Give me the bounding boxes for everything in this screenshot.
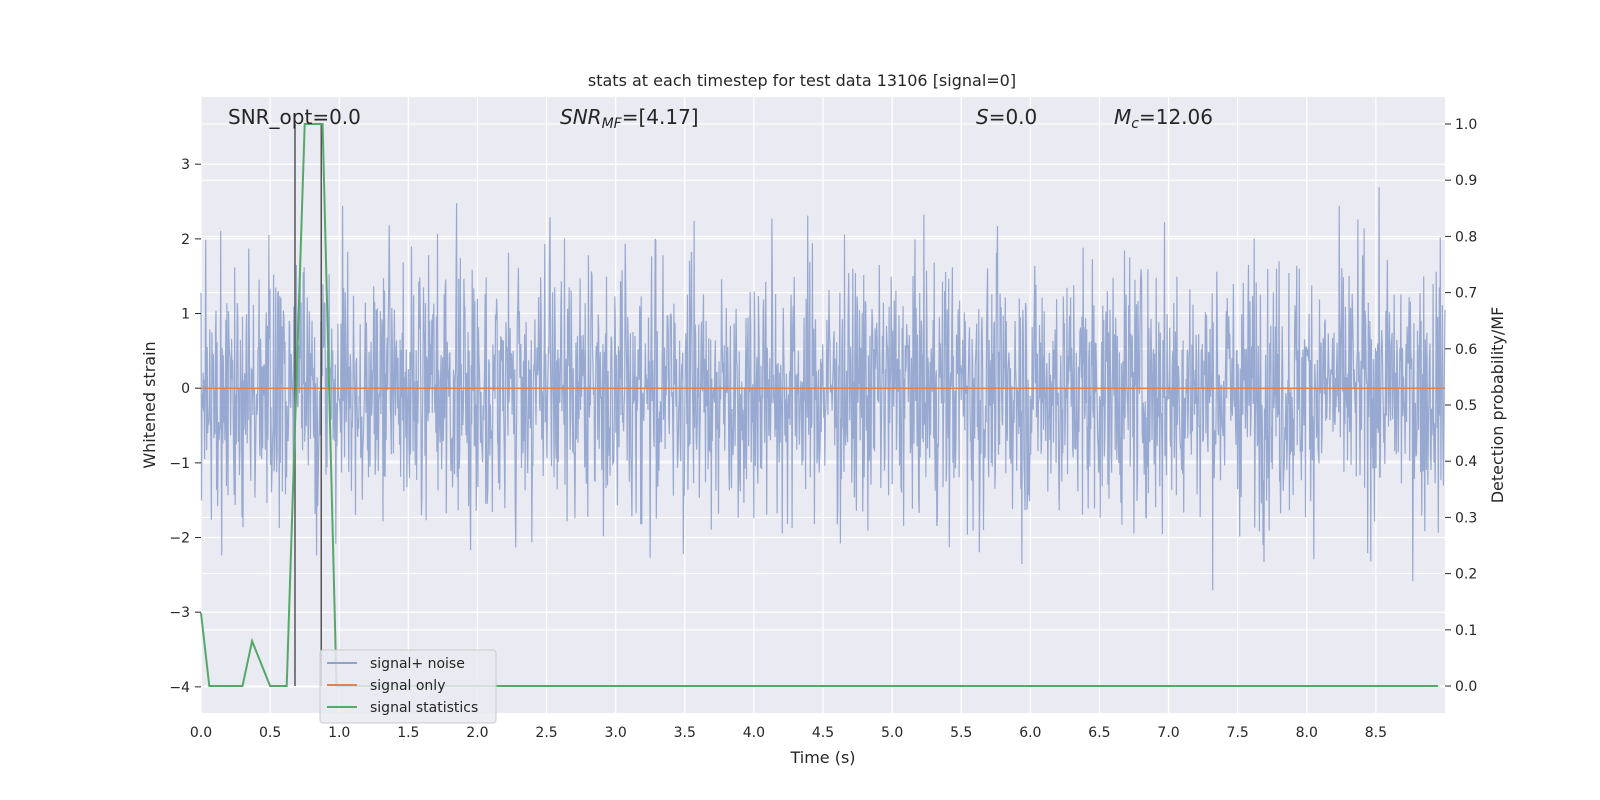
y-axis-label: Whitened strain	[140, 341, 159, 468]
y-tick-label: 2	[181, 232, 190, 248]
x-tick-label: 0.5	[259, 725, 281, 741]
legend: signal+ noise signal only signal statistic…	[319, 649, 497, 724]
y-tick-label: 0	[181, 381, 190, 397]
x-tick-label: 1.5	[397, 725, 419, 741]
x-tick-label: 3.0	[605, 725, 627, 741]
y-tick-label: −1	[169, 456, 190, 472]
legend-label-1: signal only	[370, 678, 445, 694]
y2-tick-label: 1.0	[1455, 117, 1477, 133]
y2-tick-label: 0.7	[1455, 286, 1477, 302]
noise-trace	[200, 187, 1446, 591]
y2-axis-label: Detection probability/MF	[1488, 307, 1507, 504]
x-axis-label: Time (s)	[789, 748, 855, 767]
y-tick-label: −2	[169, 531, 190, 547]
series-signal-noise	[200, 187, 1446, 591]
y-tick-label: −4	[169, 680, 190, 696]
annotation-s: S=0.0	[976, 105, 1037, 129]
y-tick-label: 3	[181, 157, 190, 173]
x-tick-label: 4.0	[743, 725, 765, 741]
x-tick-label: 5.5	[950, 725, 972, 741]
x-tick-label: 5.0	[881, 725, 903, 741]
x-tick-label: 1.0	[328, 725, 350, 741]
legend-box	[319, 649, 497, 724]
y-tick-label: −3	[169, 605, 190, 621]
y2-tick-label: 0.5	[1455, 398, 1477, 414]
x-tick-label: 0.0	[190, 725, 212, 741]
y2-tick-label: 0.4	[1455, 454, 1477, 470]
annotation-part: =[4.17]	[622, 105, 699, 129]
y2-tick-label: 0.3	[1455, 510, 1477, 526]
y2-tick-label: 0.6	[1455, 342, 1477, 358]
annotation-part: c	[1131, 116, 1139, 132]
annotation-part: MF	[602, 116, 623, 132]
annotation-snr-opt: SNR_opt=0.0	[228, 105, 361, 129]
y2-tick-label: 0.2	[1455, 567, 1477, 583]
legend-label-2: signal statistics	[370, 700, 478, 716]
y-tick-label: 1	[181, 307, 190, 323]
y-axis-right: 0.0 0.1 0.2 0.3 0.4 0.5 0.6 0.7 0.8 0.9 1.0	[1445, 117, 1477, 695]
annotation-part: =12.06	[1139, 105, 1213, 129]
x-axis: 0.0 0.5 1.0 1.5 2.0 2.5 3.0 3.5 4.0 4.5 5.0 5.5 6.0 6…	[190, 725, 1387, 741]
y2-tick-label: 0.9	[1455, 173, 1477, 189]
x-tick-label: 2.0	[466, 725, 488, 741]
annotations: SNR_opt=0.0 SNRMF=[4.17] S=0.0 Mc=12.06	[228, 105, 1213, 132]
x-tick-label: 6.5	[1088, 725, 1110, 741]
x-tick-label: 8.0	[1296, 725, 1318, 741]
annotation-part: S	[976, 105, 989, 129]
y2-tick-label: 0.0	[1455, 679, 1477, 695]
x-tick-label: 8.5	[1365, 725, 1387, 741]
annotation-mc: Mc=12.06	[1114, 105, 1213, 132]
annotation-part: M	[1114, 105, 1131, 129]
annotation-part: SNR	[560, 105, 602, 129]
x-tick-label: 6.0	[1019, 725, 1041, 741]
annotation-part: =0.0	[989, 105, 1038, 129]
annotation-part: SNR_opt=0.0	[228, 105, 361, 129]
x-tick-label: 4.5	[812, 725, 834, 741]
y-axis-left: −4 −3 −2 −1 0 1 2 3	[169, 157, 201, 696]
annotation-snr-mf: SNRMF=[4.17]	[560, 105, 699, 132]
x-tick-label: 7.0	[1157, 725, 1179, 741]
x-tick-label: 7.5	[1227, 725, 1249, 741]
legend-label-0: signal+ noise	[370, 656, 465, 672]
y2-tick-label: 0.1	[1455, 623, 1477, 639]
x-tick-label: 2.5	[535, 725, 557, 741]
y2-tick-label: 0.8	[1455, 229, 1477, 245]
chart-title: stats at each timestep for test data 131…	[588, 71, 1016, 90]
x-tick-label: 3.5	[674, 725, 696, 741]
